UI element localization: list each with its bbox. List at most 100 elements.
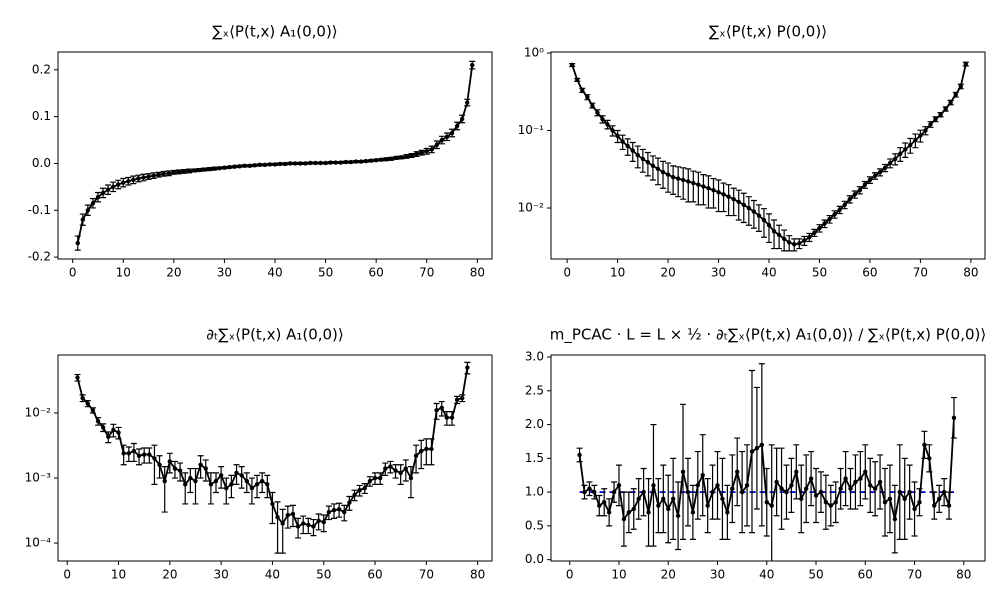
point <box>270 501 275 507</box>
point <box>313 160 318 166</box>
point <box>882 165 888 171</box>
point <box>157 462 162 467</box>
point <box>761 217 767 223</box>
x-tick-label: 60 <box>858 568 873 582</box>
x-tick-label: 0 <box>566 568 574 582</box>
point <box>234 470 239 476</box>
point <box>152 456 157 461</box>
point <box>616 483 622 488</box>
error-bar <box>680 167 687 200</box>
point <box>208 482 214 487</box>
point <box>706 186 711 191</box>
point <box>877 169 883 175</box>
point <box>739 489 745 495</box>
point <box>460 395 465 401</box>
point <box>147 452 152 457</box>
point <box>311 524 316 529</box>
point <box>424 149 429 154</box>
point <box>872 173 878 179</box>
x-tick-label: 30 <box>213 568 228 582</box>
x-tick-label: 20 <box>166 266 181 280</box>
point <box>595 110 600 115</box>
point <box>675 176 681 181</box>
point <box>141 175 146 180</box>
point <box>434 408 439 413</box>
point <box>700 473 705 478</box>
point <box>928 122 933 127</box>
point <box>917 500 922 505</box>
point <box>645 160 651 165</box>
x-tick-label: 80 <box>470 568 485 582</box>
point <box>465 365 470 370</box>
axes-frame <box>57 354 493 562</box>
point <box>756 213 762 218</box>
error-bar <box>665 162 672 193</box>
x-tick-label: 40 <box>267 266 282 280</box>
error-bar <box>710 177 717 209</box>
point <box>85 208 91 213</box>
point <box>111 427 116 433</box>
point <box>585 94 590 100</box>
x-tick-label: 60 <box>367 568 382 582</box>
point <box>838 486 843 491</box>
point <box>923 128 928 133</box>
point <box>827 216 832 222</box>
point <box>177 468 183 473</box>
error-bar <box>750 199 757 229</box>
point <box>725 510 730 515</box>
point <box>252 163 257 168</box>
point <box>936 496 942 502</box>
point <box>759 442 765 448</box>
x-tick-label: 80 <box>470 266 485 280</box>
point <box>257 162 263 168</box>
point <box>181 169 187 174</box>
error-bar <box>690 170 697 203</box>
point <box>711 187 716 193</box>
point <box>293 161 298 166</box>
point <box>393 468 398 473</box>
point <box>828 503 834 508</box>
x-tick-label: 70 <box>419 568 434 582</box>
point <box>131 448 137 454</box>
point <box>887 160 893 166</box>
point <box>419 150 424 155</box>
point <box>799 496 804 502</box>
point <box>686 179 691 184</box>
error-bar <box>720 182 727 213</box>
point <box>656 503 661 508</box>
point <box>262 162 268 168</box>
x-tick-label: 30 <box>710 568 725 582</box>
point <box>843 476 848 481</box>
point <box>444 134 450 139</box>
point <box>903 147 908 152</box>
point <box>342 509 347 515</box>
point <box>606 510 612 515</box>
point <box>247 163 252 169</box>
x-tick-label: 10 <box>610 266 625 280</box>
point <box>941 489 947 495</box>
y-tick-label: 0.5 <box>525 518 544 532</box>
point <box>326 509 332 515</box>
y-tick-label: -0.1 <box>28 203 51 217</box>
point <box>333 160 338 165</box>
point <box>818 489 824 495</box>
point <box>222 165 227 170</box>
error-bar <box>766 213 773 244</box>
point <box>348 159 354 165</box>
point <box>807 235 812 240</box>
x-tick-label: 0 <box>63 568 71 582</box>
error-bar <box>760 208 767 238</box>
x-tick-label: 40 <box>761 266 776 280</box>
point <box>198 462 203 467</box>
point <box>115 182 121 187</box>
point <box>399 155 404 160</box>
point <box>680 469 686 475</box>
point <box>188 475 193 481</box>
point <box>285 512 291 518</box>
point <box>377 475 383 481</box>
point <box>449 130 455 136</box>
plot-area <box>74 60 476 251</box>
error-bar <box>279 508 286 554</box>
